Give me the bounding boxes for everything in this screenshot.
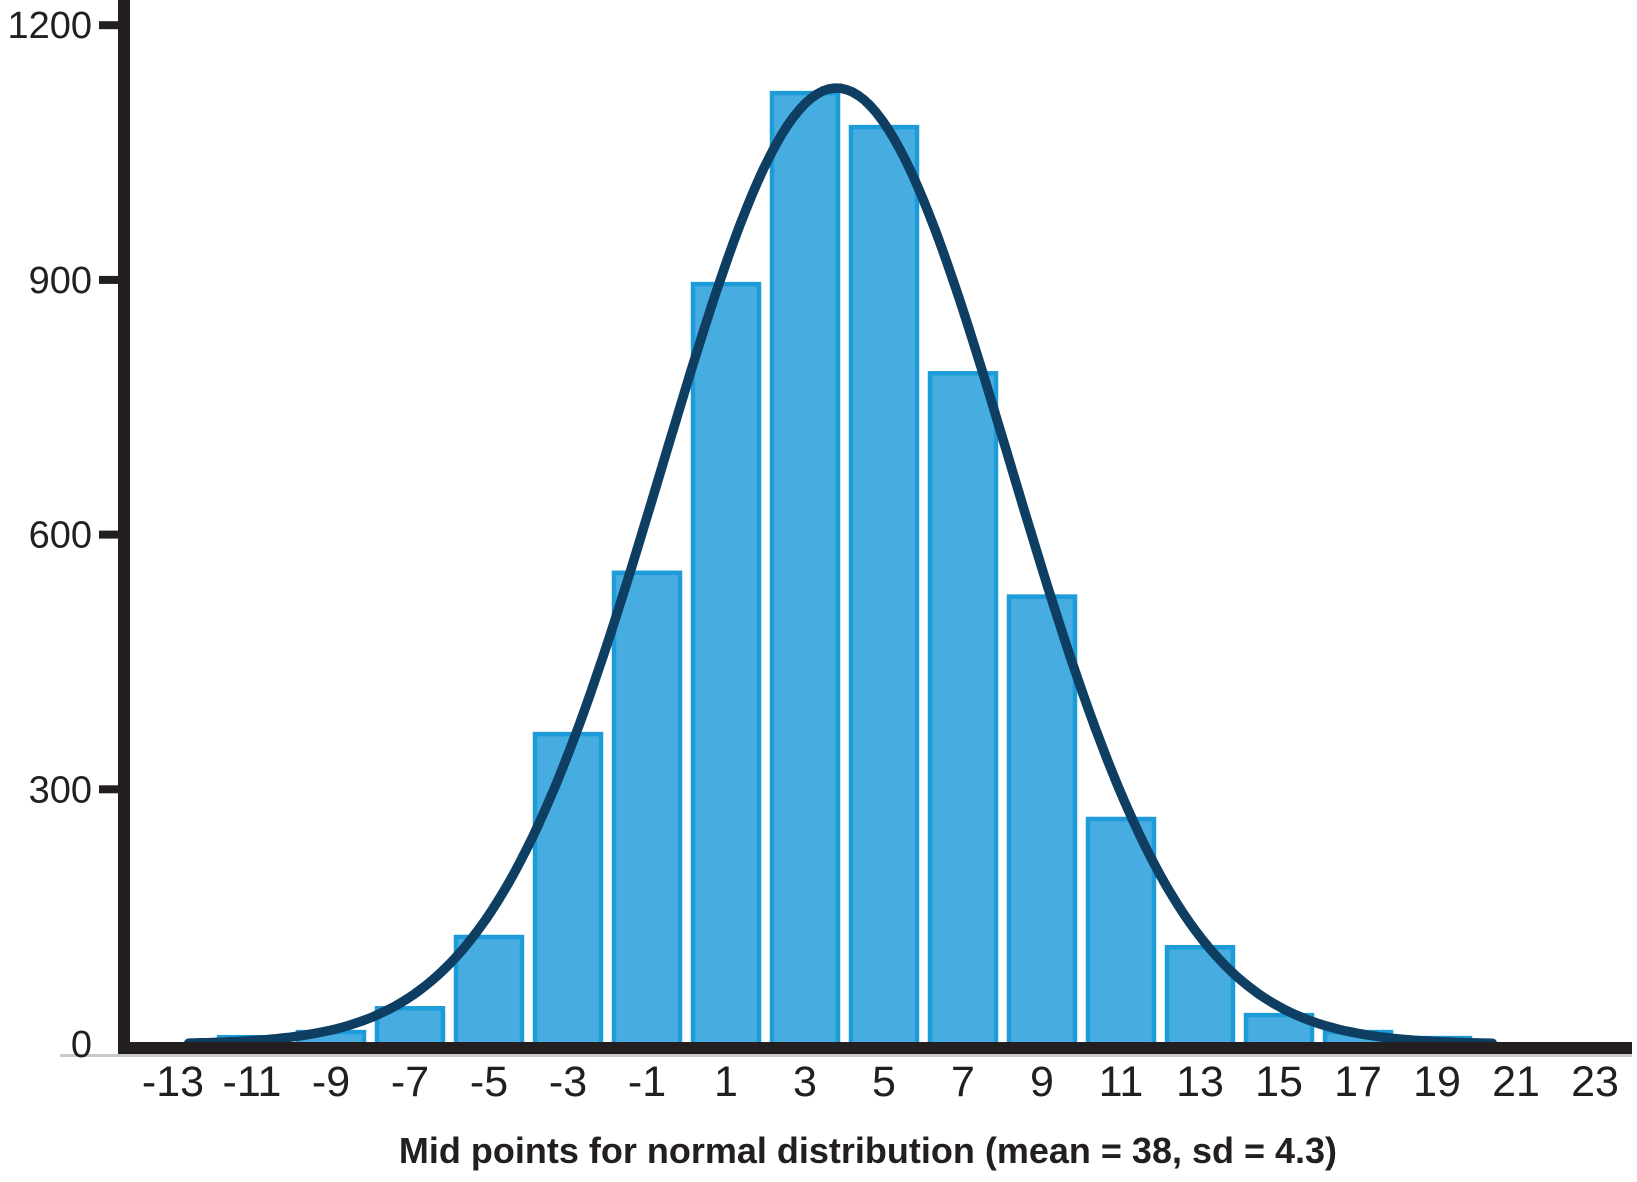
x-tick-label: -5: [470, 1058, 508, 1106]
histogram-bar: [532, 731, 604, 1051]
y-tick-mark: [99, 530, 126, 539]
histogram-bar: [769, 90, 841, 1051]
x-tick-label: 3: [793, 1058, 817, 1106]
y-tick-label: 300: [29, 769, 92, 811]
x-tick-label: 11: [1099, 1058, 1144, 1106]
histogram-bar: [848, 124, 920, 1051]
histogram-bar: [1085, 816, 1157, 1051]
x-tick-label: -7: [391, 1058, 429, 1106]
histogram-bar: [690, 281, 762, 1051]
x-tick-label: -13: [142, 1058, 204, 1106]
histogram-bar: [1006, 594, 1078, 1051]
x-tick-label: -1: [628, 1058, 666, 1106]
x-tick-label: 9: [1030, 1058, 1054, 1106]
y-tick-label: 600: [29, 515, 92, 557]
y-tick-label: 900: [29, 260, 92, 302]
ytick-layer: 0 300 600 900 1200: [7, 5, 126, 1066]
y-axis-line: [118, 0, 130, 1054]
axes-layer: [60, 0, 1632, 1057]
x-tick-label: 15: [1255, 1058, 1303, 1106]
x-tick-label: 7: [951, 1058, 975, 1106]
x-tick-label: -11: [223, 1058, 282, 1106]
curve-layer: [184, 83, 1498, 1048]
histogram-bar: [453, 934, 525, 1051]
x-tick-label: -9: [312, 1058, 350, 1106]
x-tick-label: 5: [872, 1058, 896, 1106]
xtick-layer: -13 -11 -9 -7 -5 -3 -1 1 3 5 7 9 11 13 15 17 19 21 23: [142, 1058, 1619, 1106]
x-tick-label: 13: [1176, 1058, 1224, 1106]
y-tick-mark: [99, 275, 126, 284]
x-tick-label: -3: [549, 1058, 587, 1106]
y-tick-mark: [99, 785, 126, 794]
y-tick-label: 1200: [7, 5, 92, 47]
x-tick-label: 21: [1492, 1058, 1540, 1106]
x-axis-shadow: [60, 1054, 1632, 1057]
bars-layer: [216, 90, 1473, 1051]
x-axis-title: Mid points for normal distribution (mean…: [399, 1130, 1337, 1171]
histogram-bar: [927, 371, 999, 1051]
x-tick-label: 17: [1334, 1058, 1382, 1106]
x-tick-label: 19: [1413, 1058, 1461, 1106]
x-tick-label: 1: [714, 1058, 738, 1106]
normal-curve: [184, 83, 1498, 1048]
x-axis-line: [118, 1042, 1632, 1054]
y-tick-label: 0: [71, 1024, 92, 1066]
x-tick-label: 23: [1571, 1058, 1619, 1106]
y-tick-mark: [99, 21, 126, 30]
histogram-bar: [611, 570, 683, 1051]
